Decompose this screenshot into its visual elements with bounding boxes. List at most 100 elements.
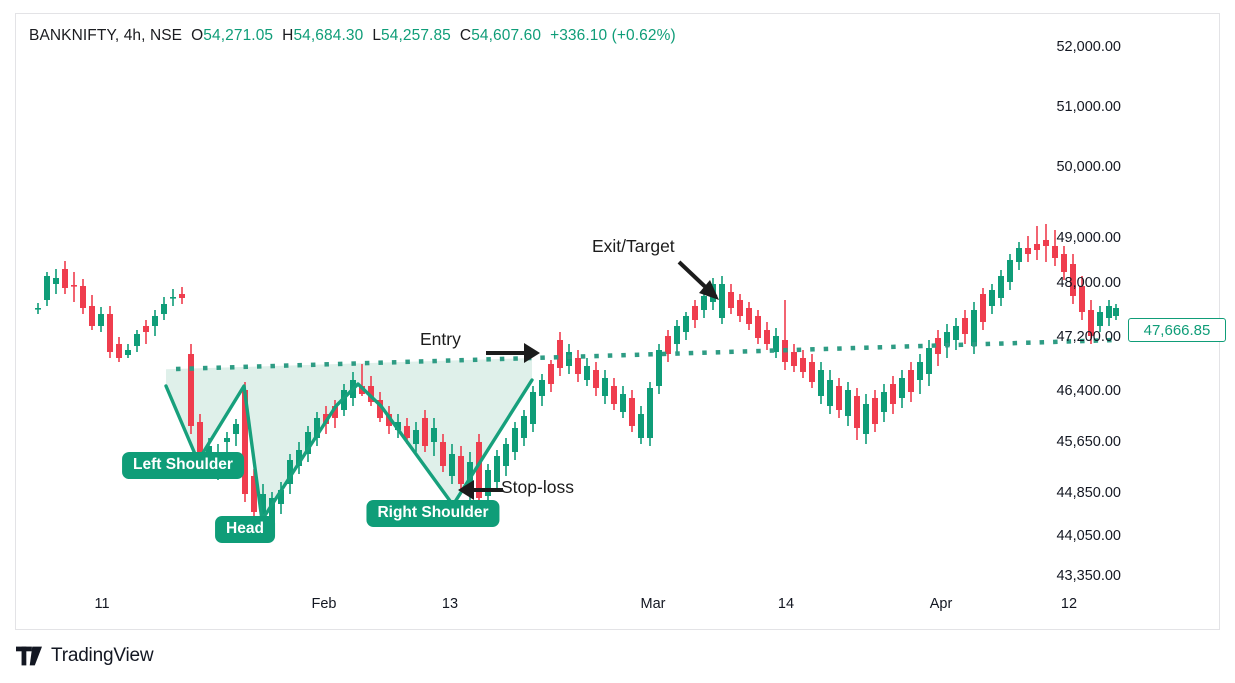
candle-body [305,432,311,454]
candle-body [278,490,284,504]
neckline-trendline [175,337,1117,372]
candle-body [827,380,833,406]
tradingview-footer[interactable]: TradingView [16,645,154,667]
candle-body [755,316,761,338]
candle-body [512,428,518,452]
price-plot[interactable] [16,14,1119,589]
time-axis-label: 12 [1060,596,1078,612]
candle-body [656,350,662,386]
tradingview-wordmark: TradingView [51,645,154,666]
candle-body [575,358,581,374]
candle-body [197,422,203,452]
candle-body [368,386,374,402]
candle-body [971,310,977,346]
time-axis-label: 11 [94,596,110,612]
candle-body [80,286,86,308]
candle-body [908,370,914,392]
candle-body [152,316,158,326]
candle-body [476,442,482,498]
price-axis[interactable]: 52,000.00 51,000.00 50,000.00 49,000.00 48,0… [1056,14,1234,589]
price-axis-label: 44,050.00 [1056,528,1121,544]
candle-body [620,394,626,412]
candle-body [1106,306,1112,318]
candle-body [224,438,230,442]
price-axis-label: 45,650.00 [1056,434,1121,450]
candle-body [260,494,266,514]
candle-body [62,269,68,288]
candle-body [89,306,95,326]
time-axis-label: 13 [441,596,459,612]
candle-body [863,404,869,434]
candle-body [836,386,842,410]
candle-body [503,444,509,466]
candle-body [170,297,176,299]
pattern-label-left-shoulder[interactable]: Left Shoulder [122,452,244,480]
head-and-shoulders-outline [164,378,534,522]
price-axis-label: 51,000.00 [1056,99,1121,115]
pattern-label-head[interactable]: Head [215,516,275,544]
annotation-stop-loss: Stop-loss [501,477,574,497]
time-axis-label: Feb [311,596,337,612]
candle-body [44,276,50,300]
candle-body [1070,264,1076,296]
legend-change: +336.10 (+0.62%) [550,27,676,44]
candle-body [71,285,77,287]
candle-body [1007,260,1013,282]
candle-body [926,348,932,374]
last-price-badge[interactable]: 47,666.85 [1128,318,1226,342]
candle-body [386,414,392,426]
price-axis-label: 43,350.00 [1056,568,1121,584]
candle-body [143,326,149,332]
candle-body [125,350,131,355]
candlestick-series [35,224,1119,534]
candle-body [1016,248,1022,262]
candle-body [1097,312,1103,326]
legend-high-value: 54,684.30 [293,27,364,44]
candle-body [692,306,698,320]
candle-body [1034,244,1040,250]
candle-body [854,396,860,428]
candle-body [485,470,491,496]
candle-body [449,454,455,476]
candle-body [458,456,464,484]
candle-body [773,336,779,352]
candle-body [638,414,644,438]
price-axis-label: 52,000.00 [1056,39,1121,55]
candle-body [845,390,851,416]
candle-body [161,304,167,314]
legend-open-key: O [191,27,204,44]
time-axis[interactable]: 11 Feb 13 Mar 14 Apr 12 [16,596,1119,626]
candle-body [395,422,401,430]
candle-body [377,400,383,418]
candle-body [818,370,824,396]
legend-low-value: 54,257.85 [381,27,451,44]
candle-body [1088,310,1094,336]
candle-body [1025,248,1031,254]
candle-body [1043,240,1049,246]
candle-body [557,340,563,368]
candle-body [539,380,545,396]
candle-body [116,344,122,358]
candle-body [440,442,446,466]
candle-body [935,338,941,354]
candle-body [899,378,905,398]
candle-body [494,456,500,482]
price-axis-label: 44,850.00 [1056,485,1121,501]
candle-body [269,498,275,526]
candle-body [791,352,797,366]
pattern-label-right-shoulder[interactable]: Right Shoulder [366,500,500,528]
price-axis-label: 48,000.00 [1056,275,1121,291]
legend-open-value: 54,271.05 [203,27,274,44]
candle-body [611,386,617,404]
candle-body [332,406,338,418]
legend-symbol[interactable]: BANKNIFTY, 4h, NSE [29,27,183,44]
legend-low-key: L [372,27,382,44]
chart-legend: BANKNIFTY, 4h, NSE O54,271.05 H54,684.30 L5… [29,27,676,45]
candle-body [1052,246,1058,258]
neckline [175,337,1117,372]
candle-body [872,398,878,424]
legend-close-key: C [459,27,472,44]
candle-body [890,384,896,404]
candle-body [233,424,239,434]
